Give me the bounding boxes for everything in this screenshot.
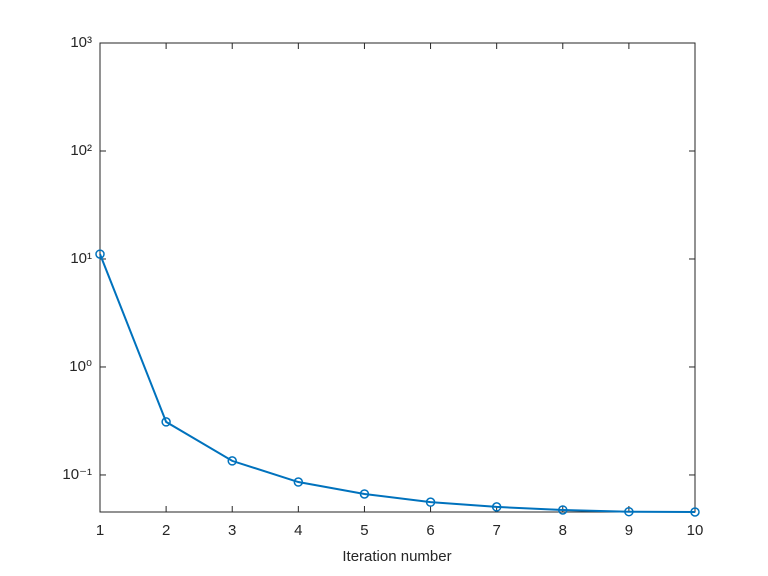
x-tick-label: 10 xyxy=(687,522,704,539)
data-marker xyxy=(161,417,171,427)
data-marker xyxy=(558,505,568,515)
x-tick-label: 8 xyxy=(559,522,567,539)
x-axis-label: Iteration number xyxy=(342,548,451,565)
x-tick-label: 9 xyxy=(625,522,633,539)
y-tick-label: 10⁰ xyxy=(69,358,92,375)
data-line xyxy=(99,253,696,513)
y-tick-label: 10² xyxy=(70,142,92,159)
y-tick-label: 10³ xyxy=(70,34,92,51)
data-marker xyxy=(95,249,105,259)
x-tick-label: 4 xyxy=(294,522,302,539)
data-marker xyxy=(425,497,436,507)
x-tick-label: 1 xyxy=(96,522,104,539)
y-tick-label: 10⁻¹ xyxy=(62,466,92,483)
data-marker xyxy=(624,506,634,517)
x-tick-label: 3 xyxy=(228,522,236,539)
data-marker xyxy=(227,456,237,466)
data-marker xyxy=(359,489,370,499)
x-tick-label: 5 xyxy=(360,522,368,539)
data-marker xyxy=(690,507,700,517)
data-marker xyxy=(293,477,304,487)
x-tick-label: 6 xyxy=(426,522,434,539)
x-tick-label: 2 xyxy=(162,522,170,539)
plot-frame xyxy=(99,42,696,513)
x-tick-label: 7 xyxy=(492,522,500,539)
y-tick-label: 10¹ xyxy=(70,250,92,267)
data-marker xyxy=(491,502,502,512)
